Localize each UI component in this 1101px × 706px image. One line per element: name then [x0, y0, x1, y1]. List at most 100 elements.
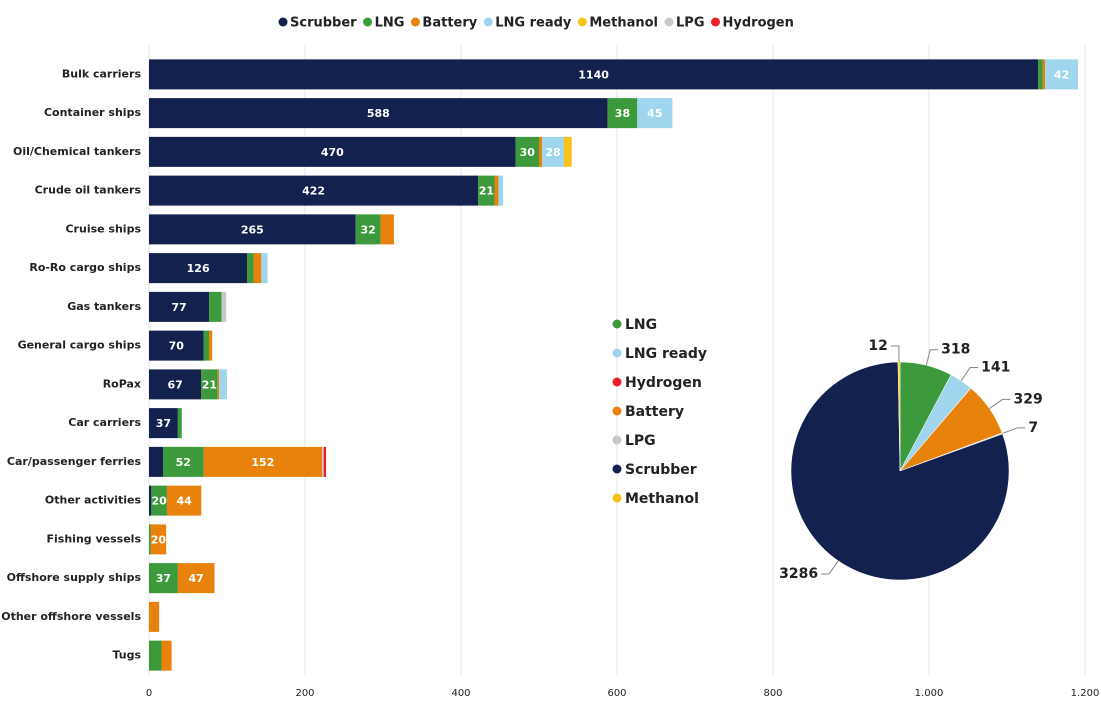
bar-value-label: 30 [520, 146, 536, 159]
bar-segment [149, 59, 1039, 90]
legend-label: LNG [375, 16, 405, 31]
bar-segment [253, 253, 262, 284]
leader-line [821, 560, 839, 575]
bar-segment [563, 136, 572, 167]
bar-segment [177, 408, 182, 439]
bar-segment [149, 446, 164, 477]
category-label: RoPax [103, 377, 141, 390]
bar-segment [380, 214, 394, 245]
bar-segment [219, 369, 227, 400]
legend-marker [577, 17, 587, 27]
bar-segment [149, 524, 151, 555]
x-tick-label: 1.000 [915, 688, 944, 699]
bar-segment [161, 640, 172, 671]
pie-value-label: 329 [1013, 391, 1042, 407]
leader-line [960, 367, 979, 382]
category-label: Other offshore vessels [1, 610, 141, 623]
legend-marker [711, 17, 720, 27]
legend-label: Methanol [625, 491, 699, 507]
leader-line [1002, 427, 1026, 434]
bar-value-label: 588 [367, 107, 390, 120]
bar-value-label: 470 [321, 146, 344, 159]
legend-label: Scrubber [290, 16, 357, 31]
bar-value-label: 21 [479, 185, 494, 198]
bar-value-label: 52 [176, 456, 191, 469]
bar-value-label: 265 [241, 223, 264, 236]
bar-segment [322, 446, 324, 477]
legend-label: Hydrogen [625, 375, 702, 391]
category-label: Ro-Ro cargo ships [29, 261, 141, 274]
x-tick-label: 400 [451, 688, 470, 699]
legend-marker [410, 17, 420, 27]
legend-marker [612, 435, 622, 445]
bar-segment [209, 291, 222, 322]
bar-value-label: 422 [302, 185, 325, 198]
bar-value-label: 45 [647, 107, 662, 120]
legend-marker [612, 319, 622, 329]
bar-segment [323, 446, 327, 477]
bar-segment [247, 253, 254, 284]
bar-segment [203, 330, 210, 361]
category-label: Tugs [112, 649, 141, 662]
bar-value-label: 126 [187, 262, 210, 275]
bar-segment [539, 136, 543, 167]
bar-segment [1045, 59, 1078, 90]
bar-value-label: 70 [169, 340, 185, 353]
bar-segment [149, 369, 202, 400]
bar-segment [166, 485, 202, 516]
legend-marker [612, 348, 622, 358]
leader-line [989, 398, 1011, 409]
leader-line [925, 349, 939, 366]
legend-marker [483, 17, 493, 27]
category-label: General cargo ships [18, 339, 142, 352]
category-label: Crude oil tankers [35, 184, 142, 197]
legend-label: Scrubber [625, 462, 697, 478]
x-tick-label: 600 [607, 688, 626, 699]
bar-segment [201, 369, 218, 400]
category-label: Offshore supply ships [7, 571, 142, 584]
bar-segment [209, 330, 213, 361]
pie-value-label: 7 [1028, 420, 1038, 436]
bar-segment [498, 175, 504, 206]
bar-segment [1038, 59, 1043, 90]
legend-marker [612, 464, 622, 474]
legend-label: LPG [625, 433, 656, 449]
bar-segment [149, 136, 516, 167]
bar-value-label: 152 [251, 456, 274, 469]
legend-marker [612, 493, 622, 503]
pie-value-label: 12 [868, 338, 887, 354]
bar-segment [217, 369, 220, 400]
bar-value-label: 32 [361, 223, 376, 236]
legend-label: LNG [625, 317, 657, 333]
category-label: Oil/Chemical tankers [13, 145, 141, 158]
legend-label: LNG ready [495, 16, 572, 31]
x-tick-label: 200 [295, 688, 314, 699]
pie-value-label: 318 [941, 342, 970, 358]
bar-segment [149, 640, 162, 671]
x-tick-label: 1.200 [1071, 688, 1100, 699]
bar-segment [151, 485, 167, 516]
bar-segment [149, 408, 178, 439]
bar-segment [149, 253, 248, 284]
bar-segment [149, 214, 356, 245]
leader-line [890, 345, 900, 363]
bar-segment [261, 253, 268, 284]
category-label: Other activities [45, 494, 142, 507]
bar-segment [149, 563, 178, 594]
bar-value-label: 67 [167, 378, 182, 391]
category-label: Fishing vessels [47, 532, 142, 545]
category-label: Container ships [44, 106, 141, 119]
category-label: Bulk carriers [62, 67, 142, 80]
legend-marker [612, 377, 622, 387]
pie-value-label: 141 [981, 360, 1010, 376]
legend-label: Battery [422, 16, 477, 31]
legend-label: Methanol [589, 16, 658, 31]
bar-segment [163, 446, 204, 477]
category-label: Car/passenger ferries [7, 455, 142, 468]
legend-label: LPG [676, 16, 704, 31]
bar-segment [149, 330, 204, 361]
category-label: Car carriers [68, 416, 141, 429]
bar-segment [637, 98, 673, 129]
bar-segment [149, 98, 608, 129]
category-label: Cruise ships [65, 222, 141, 235]
